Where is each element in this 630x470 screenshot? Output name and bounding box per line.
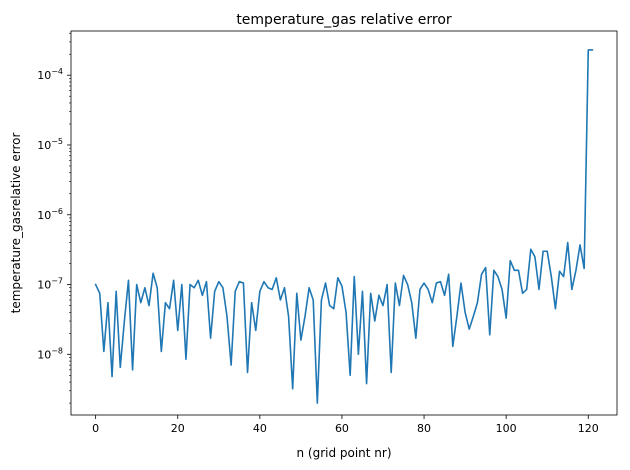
x-tick-label: 100 [496, 422, 517, 435]
series-line [94, 49, 594, 404]
y-axis: 10−8 10−7 10−6 10−5 10−4 [37, 32, 71, 404]
y-tick-label: 10−4 [37, 67, 63, 82]
x-axis: 0 20 40 60 80 100 120 [92, 415, 599, 435]
y-tick-label: 10−8 [37, 346, 63, 361]
chart-title: temperature_gas relative error [236, 12, 452, 28]
x-tick-label: 60 [335, 422, 349, 435]
x-tick-label: 80 [417, 422, 431, 435]
x-axis-label: n (grid point nr) [296, 446, 391, 460]
axes-frame [70, 30, 618, 416]
x-tick-label: 20 [171, 422, 185, 435]
x-tick-label: 120 [578, 422, 599, 435]
x-tick-label: 0 [92, 422, 99, 435]
y-tick-label: 10−5 [37, 137, 63, 152]
plot-area [94, 49, 594, 404]
y-tick-label: 10−6 [37, 207, 63, 222]
x-tick-label: 40 [253, 422, 267, 435]
y-axis-label: temperature_gasrelative error [9, 133, 23, 314]
y-tick-label: 10−7 [37, 277, 63, 292]
